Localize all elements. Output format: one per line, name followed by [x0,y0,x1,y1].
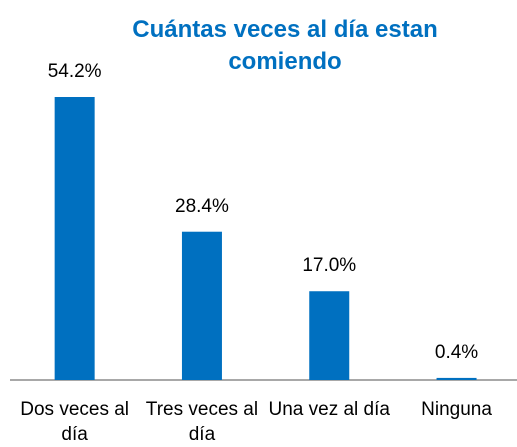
bar [54,97,95,380]
x-tick-label: Ninguna [421,399,492,420]
value-label: 54.2% [47,61,102,82]
value-label: 17.0% [302,255,357,277]
bar [309,291,350,380]
bar [181,231,222,380]
x-tick-label: Una vez al día [268,399,390,420]
bar [436,377,477,380]
x-tick-label: Dos veces al día [20,399,130,445]
x-tick-label: Tres veces al día [145,399,259,445]
value-label: 0.4% [434,341,479,363]
chart-title: Cuántas veces al día estan comiendo [132,16,438,75]
value-label: 28.4% [175,195,229,217]
